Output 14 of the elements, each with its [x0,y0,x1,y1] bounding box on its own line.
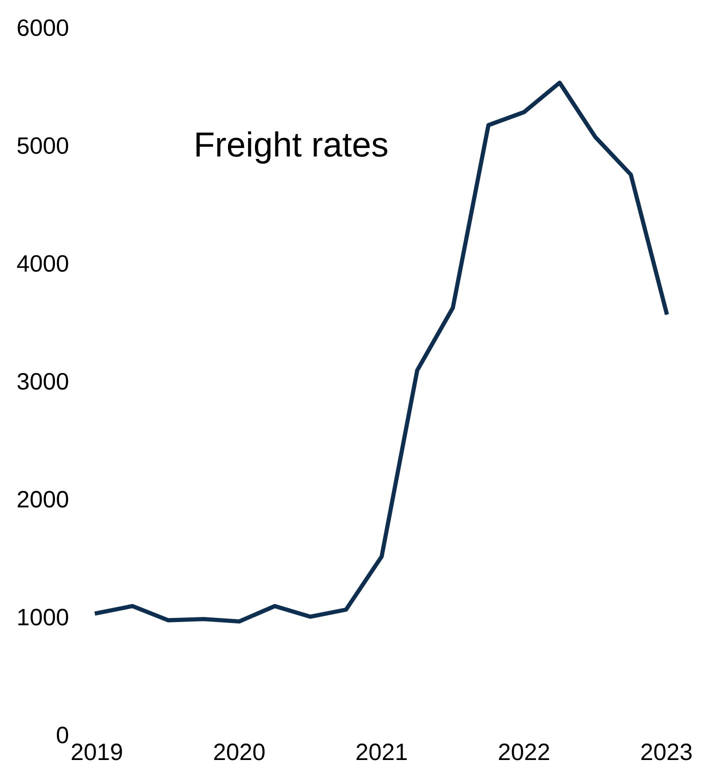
x-tick-label: 2022 [498,744,550,760]
x-tick-label: 2023 [641,744,692,760]
y-tick-label: 5000 [17,137,68,154]
y-tick-label: 1000 [18,608,68,626]
y-tick-label: 2000 [18,490,68,508]
x-tick-label: 2021 [356,744,407,760]
x-tick-label: 2019 [72,744,122,760]
y-tick-label: 3000 [17,373,68,390]
line-series [94,80,669,624]
y-tick-label: 0 [56,726,68,744]
y-tick-label: 6000 [18,19,68,36]
y-tick-label: 4000 [17,255,68,272]
x-tick-label: 2020 [214,744,265,760]
text: Freight rates [196,131,388,164]
